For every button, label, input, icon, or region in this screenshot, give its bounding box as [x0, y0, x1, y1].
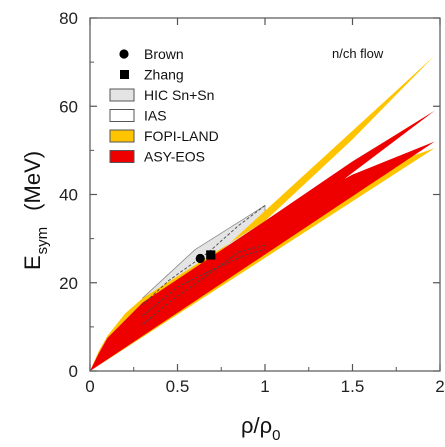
y-axis-title: Esym (MeV) [20, 151, 51, 270]
point-zhang [206, 250, 216, 260]
legend-swatch [109, 150, 135, 163]
legend-item-asy-eos: ASY-EOS [109, 149, 205, 165]
legend-item-fopi-land: FOPI-LAND [109, 128, 219, 144]
legend-item-zhang: Zhang [120, 67, 184, 83]
legend-swatch [109, 129, 135, 143]
y-axis-title-sub: sym [34, 227, 51, 255]
y-axis-title-unit: (MeV) [20, 151, 45, 211]
x-tick-label: 2 [435, 377, 444, 396]
x-tick-label: 1 [260, 377, 269, 396]
annotation-nch-flow: n/ch flow [332, 46, 384, 61]
y-tick-label: 20 [59, 274, 78, 293]
legend-label: ASY-EOS [144, 149, 205, 165]
x-tick-label: 0.5 [166, 377, 190, 396]
y-tick-label: 60 [59, 97, 78, 116]
ias-line-2 [142, 244, 266, 326]
y-tick-label: 80 [59, 9, 78, 28]
legend-label: HIC Sn+Sn [144, 87, 214, 103]
legend-marker-circle [119, 49, 129, 59]
legend-label: Zhang [144, 67, 184, 83]
legend-label: FOPI-LAND [144, 128, 219, 144]
legend-swatch [109, 109, 135, 122]
legend-label: Brown [144, 46, 184, 62]
x-axis-title-sub: 0 [272, 427, 280, 444]
y-axis-title-main: E [20, 255, 45, 270]
legend-item-ias: IAS [109, 108, 167, 124]
x-tick-label: 0 [85, 377, 94, 396]
x-axis-title-main: ρ/ρ [241, 413, 272, 438]
y-tick-label: 0 [69, 362, 78, 381]
svg-text:Esym(MeV): Esym (MeV) [20, 151, 51, 270]
y-tick-label: 40 [59, 186, 78, 205]
legend-marker-square [120, 70, 129, 79]
band-asy-eos [90, 110, 435, 371]
legend-label: IAS [144, 108, 167, 124]
legend-item-hic-sn-sn: HIC Sn+Sn [109, 87, 214, 103]
legend: Brown Zhang HIC Sn+Sn IAS FOPI-LAND ASY-EOS [109, 46, 219, 165]
points-layer [195, 250, 216, 264]
x-axis-title: ρ/ρ0 [241, 413, 281, 444]
ias-line-3 [142, 249, 266, 317]
bands-layer [90, 55, 435, 371]
point-brown [195, 253, 205, 264]
legend-swatch [109, 88, 135, 102]
x-tick-label: 1.5 [341, 377, 365, 396]
legend-item-brown: Brown [119, 46, 184, 62]
